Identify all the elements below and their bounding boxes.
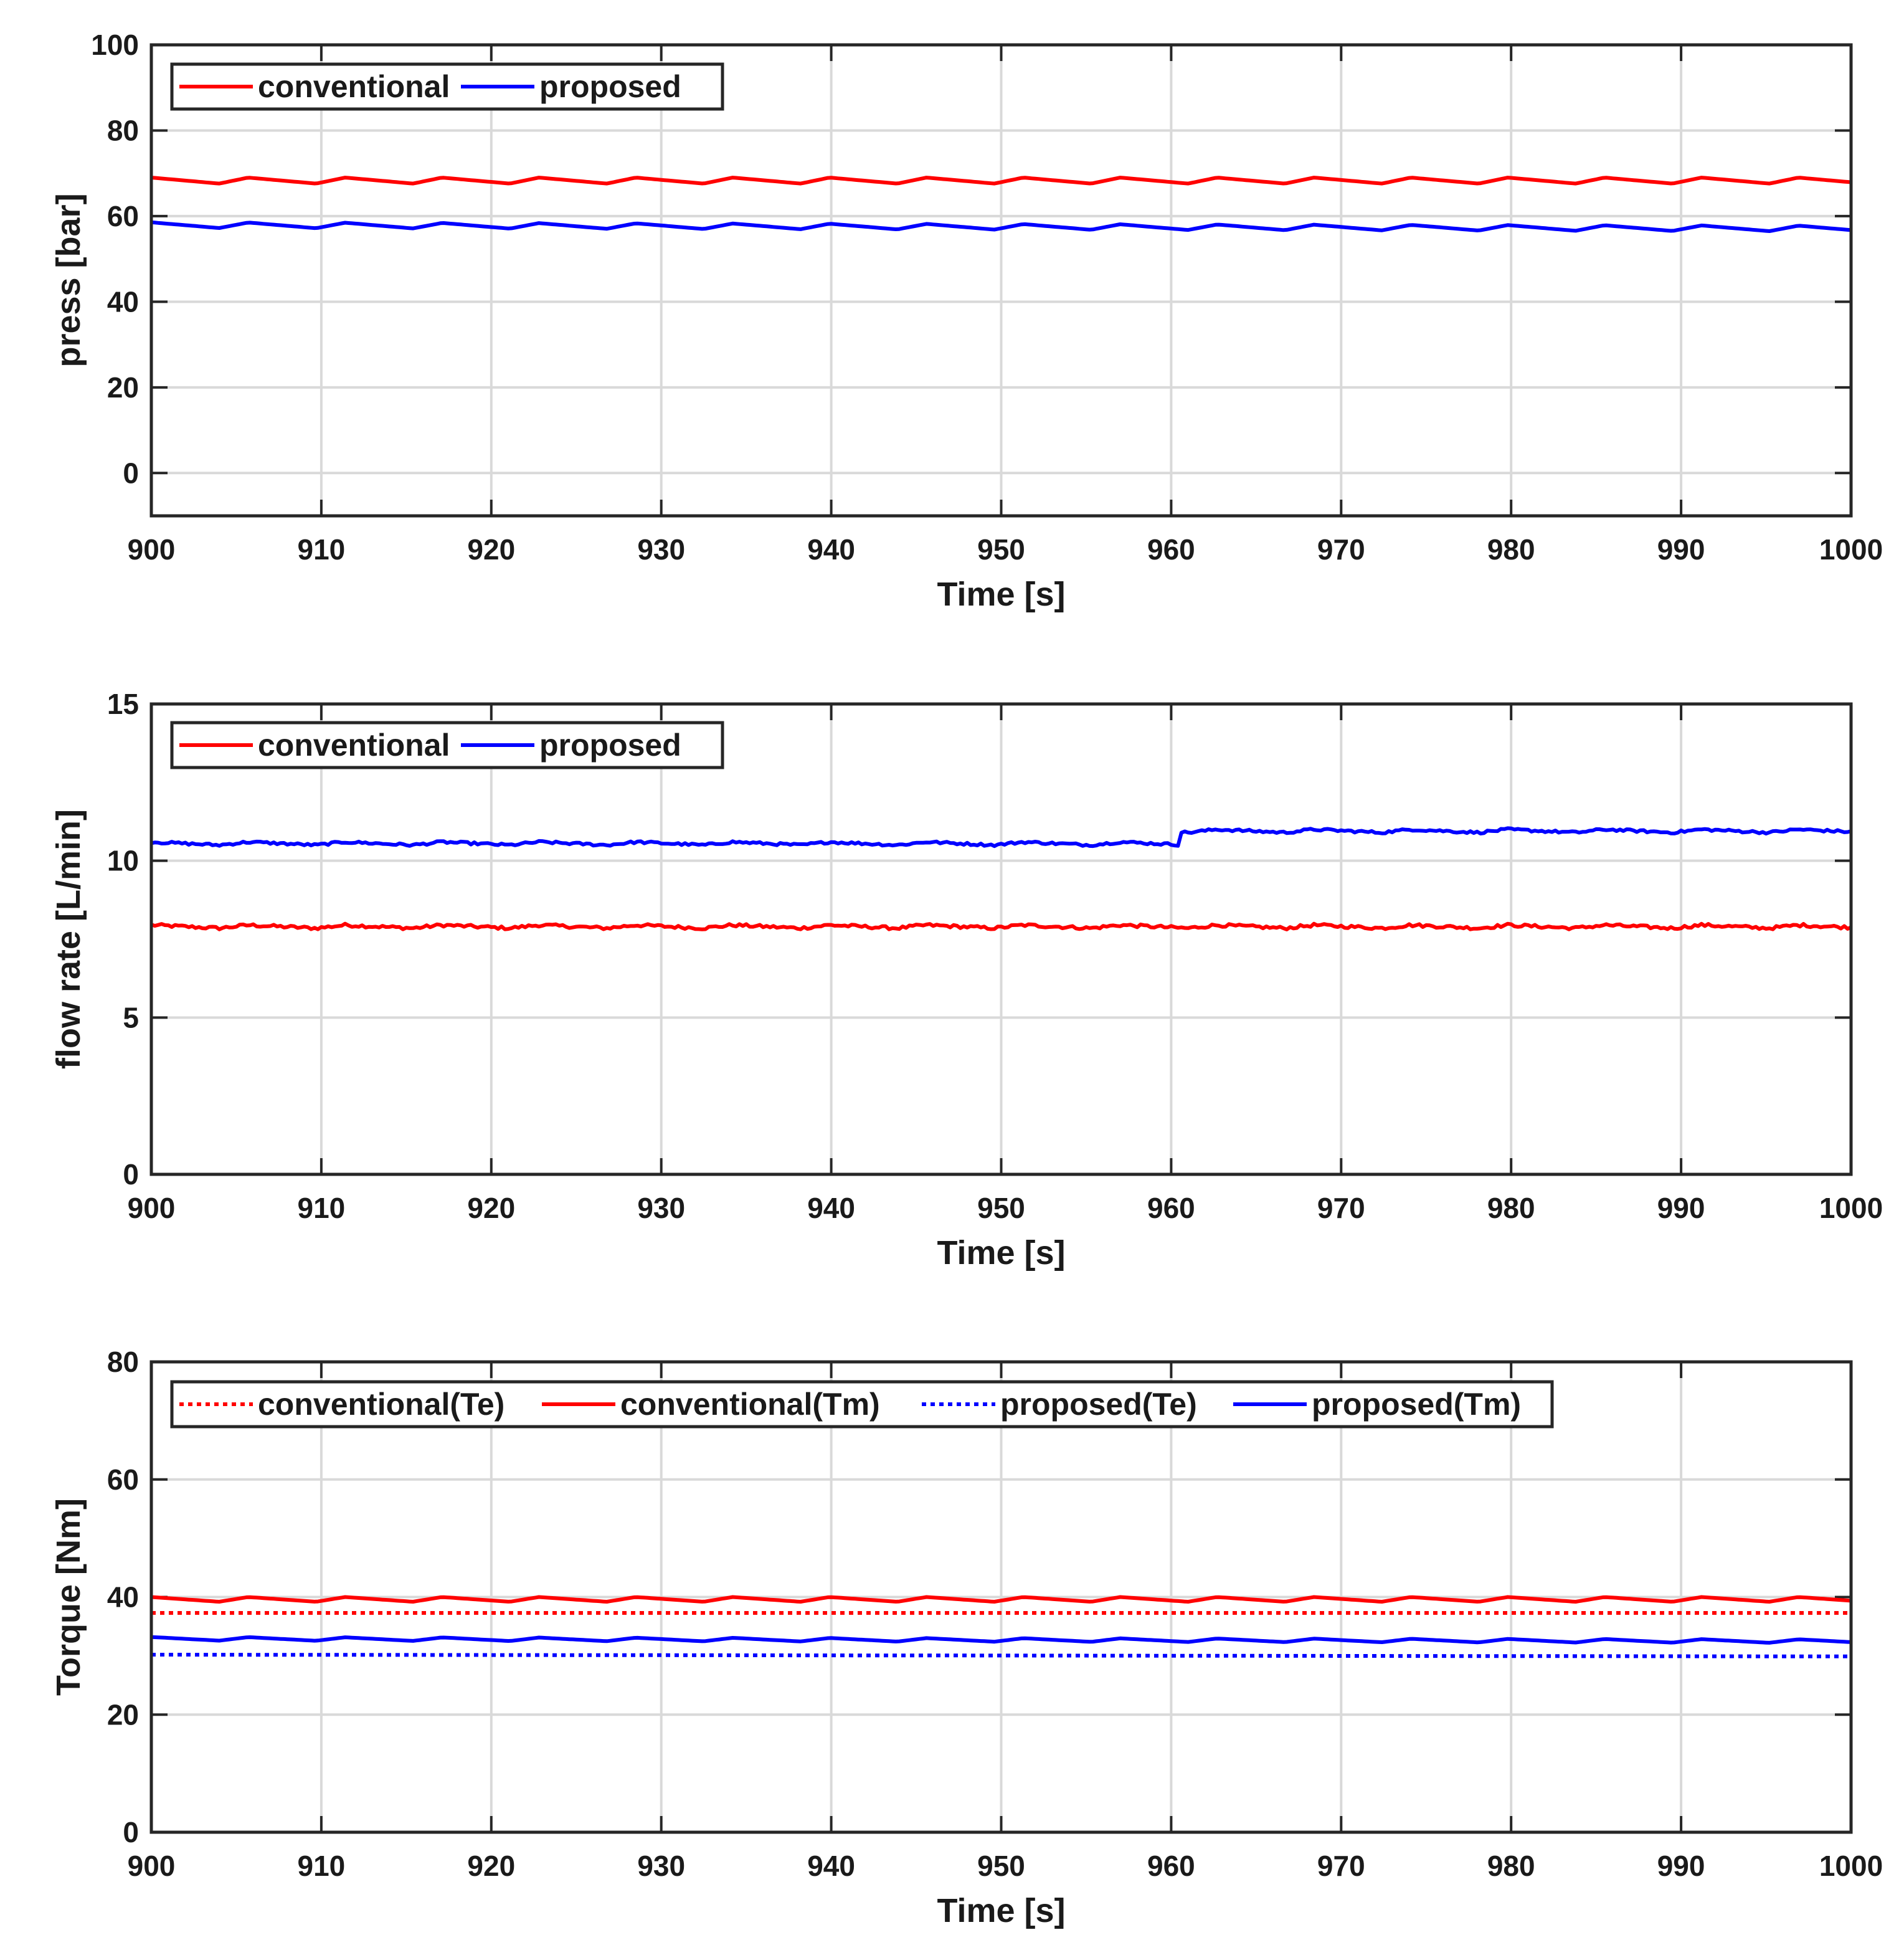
series-line-proposed-te- <box>151 1653 1851 1658</box>
x-tick-label: 940 <box>807 1850 855 1882</box>
y-tick-label: 40 <box>107 285 139 318</box>
y-tick-label: 40 <box>107 1581 139 1614</box>
x-tick-label: 940 <box>807 533 855 566</box>
x-axis-title: Time [s] <box>937 1234 1065 1272</box>
x-tick-label: 910 <box>298 1850 346 1882</box>
x-tick-label: 990 <box>1657 1192 1705 1224</box>
series-line-proposed-tm- <box>151 1635 1852 1645</box>
x-tick-label: 1000 <box>1819 1850 1883 1882</box>
x-tick-label: 960 <box>1147 533 1195 566</box>
x-tick-label: 900 <box>128 1850 176 1882</box>
x-tick-label: 1000 <box>1819 1192 1883 1224</box>
x-tick-label: 980 <box>1487 533 1535 566</box>
x-tick-label: 920 <box>467 533 515 566</box>
y-tick-label: 0 <box>123 457 139 489</box>
y-tick-label: 80 <box>107 1346 139 1378</box>
y-tick-label: 20 <box>107 371 139 404</box>
chart-panel-1: 900 910 920 930 940 950 960 970 980 990 1000 0 20 40 6… <box>50 29 1883 613</box>
x-tick-label: 970 <box>1317 533 1365 566</box>
y-tick-label: 80 <box>107 114 139 146</box>
y-tick-label: 0 <box>123 1158 139 1191</box>
y-tick-label: 60 <box>107 1463 139 1496</box>
x-axis-title: Time [s] <box>937 576 1065 613</box>
legend-label: proposed(Tm) <box>1312 1387 1521 1422</box>
x-tick-label: 970 <box>1317 1192 1365 1224</box>
y-tick-label: 10 <box>107 845 139 877</box>
legend-label: conventional <box>258 69 450 104</box>
x-tick-label: 920 <box>467 1192 515 1224</box>
x-axis-title: Time [s] <box>937 1892 1065 1929</box>
x-tick-label: 950 <box>977 1192 1025 1224</box>
x-tick-label: 980 <box>1487 1192 1535 1224</box>
x-tick-label: 910 <box>298 1192 346 1224</box>
series-line-proposed <box>151 826 1852 849</box>
x-tick-label: 920 <box>467 1850 515 1882</box>
legend-box <box>170 1380 1554 1429</box>
y-tick-label: 20 <box>107 1698 139 1731</box>
plot-frame <box>149 1360 1853 1834</box>
x-tick-label: 930 <box>637 1192 685 1224</box>
plot-frame <box>149 702 1853 1176</box>
plot-frame <box>149 43 1853 518</box>
x-tick-label: 980 <box>1487 1850 1535 1882</box>
x-tick-label: 950 <box>977 533 1025 566</box>
x-tick-label: 1000 <box>1819 533 1883 566</box>
legend-label: conventional <box>258 728 450 763</box>
legend-label: conventional(Te) <box>258 1387 504 1422</box>
x-tick-label: 960 <box>1147 1850 1195 1882</box>
y-tick-label: 15 <box>107 688 139 720</box>
series-line-conventional-tm- <box>151 1595 1852 1604</box>
y-tick-label: 5 <box>123 1001 139 1034</box>
x-tick-label: 900 <box>128 533 176 566</box>
legend-label: proposed(Te) <box>1000 1387 1197 1422</box>
x-tick-label: 940 <box>807 1192 855 1224</box>
legend-label: proposed <box>539 69 681 104</box>
chart-panel-2: 900 910 920 930 940 950 960 970 980 990 1000 0 5 10 15… <box>50 688 1883 1272</box>
y-axis-title: flow rate [L/min] <box>50 809 87 1069</box>
x-tick-label: 900 <box>128 1192 176 1224</box>
legend-box <box>170 721 724 769</box>
series-line-conventional <box>150 921 1852 931</box>
x-tick-label: 990 <box>1657 1850 1705 1882</box>
x-tick-label: 930 <box>637 533 685 566</box>
legend-label: proposed <box>539 728 681 763</box>
x-tick-label: 950 <box>977 1850 1025 1882</box>
series-line-conventional <box>151 176 1852 186</box>
legend: conventional(Te) conventional(Tm) proposed… <box>170 1380 1554 1429</box>
legend: conventional proposed <box>170 721 724 769</box>
x-tick-label: 910 <box>298 533 346 566</box>
x-tick-label: 930 <box>637 1850 685 1882</box>
legend-label: conventional(Tm) <box>620 1387 880 1422</box>
chart-panel-3: 900 910 920 930 940 950 960 970 980 990 1000 0 20 40 6… <box>50 1346 1883 1929</box>
y-tick-label: 0 <box>123 1816 139 1848</box>
y-tick-label: 60 <box>107 200 139 232</box>
x-tick-label: 960 <box>1147 1192 1195 1224</box>
series-line-proposed <box>151 220 1852 233</box>
x-tick-label: 970 <box>1317 1850 1365 1882</box>
y-axis-title: Torque [Nm] <box>50 1498 87 1696</box>
x-tick-label: 990 <box>1657 533 1705 566</box>
y-axis-title: press [bar] <box>50 193 87 367</box>
y-tick-label: 100 <box>91 29 139 61</box>
legend-box <box>170 62 724 111</box>
legend: conventional proposed <box>170 62 724 111</box>
